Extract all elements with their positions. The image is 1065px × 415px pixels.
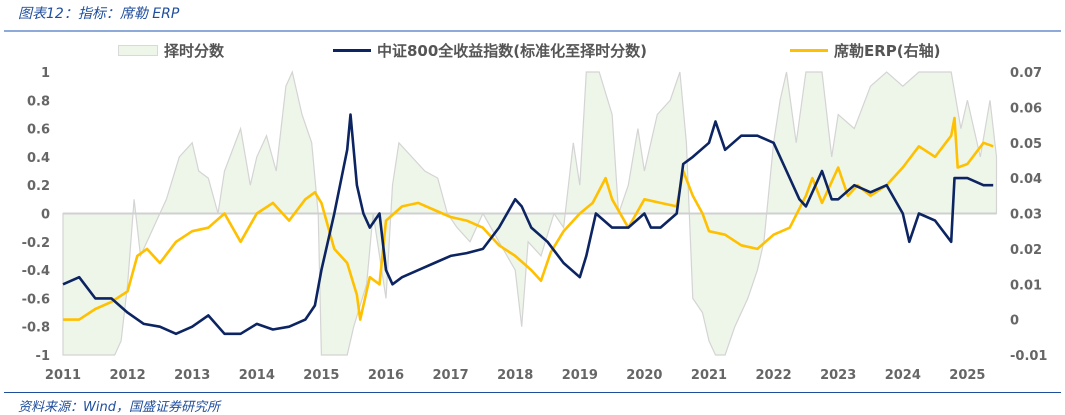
x-tick-label: 2017 xyxy=(433,368,469,383)
legend-label-score: 择时分数 xyxy=(164,42,225,60)
legend-item-score: 择时分数 xyxy=(118,40,224,61)
x-tick-label: 2020 xyxy=(626,368,662,383)
x-tick-label: 2021 xyxy=(691,368,727,383)
y-right-tick-label: -0.01 xyxy=(1010,349,1047,364)
x-tick-label: 2022 xyxy=(756,368,792,383)
legend-label-index: 中证800全收益指数(标准化至择时分数) xyxy=(377,42,648,60)
y-right-tick-label: 0 xyxy=(1010,314,1019,329)
series-index-line xyxy=(62,113,994,336)
y-right-tick-label: 0.05 xyxy=(1010,137,1042,152)
y-right-tick-label: 0.07 xyxy=(1010,66,1042,81)
y-left-tick-label: 1 xyxy=(41,66,50,81)
y-left-tick-label: 0.4 xyxy=(27,151,50,166)
bottom-divider xyxy=(4,392,1061,393)
legend-swatch-score xyxy=(118,45,158,56)
y-left-tick-label: 0.6 xyxy=(27,123,50,138)
y-left-tick-label: -0.6 xyxy=(22,292,50,307)
x-tick-label: 2016 xyxy=(368,368,404,383)
y-right-tick-label: 0.06 xyxy=(1010,101,1042,116)
y-left-tick-label: 0 xyxy=(41,208,50,223)
legend-swatch-erp xyxy=(790,49,828,52)
y-left-tick-label: -0.8 xyxy=(22,321,50,336)
y-left-tick-label: -0.4 xyxy=(22,264,50,279)
x-tick-label: 2019 xyxy=(562,368,598,383)
source-note: 资料来源：Wind，国盛证券研究所 xyxy=(18,400,220,415)
legend-item-erp: 席勒ERP(右轴) xyxy=(790,40,941,61)
x-tick-label: 2011 xyxy=(45,368,81,383)
chart-svg: 1 0.8 0.6 0.4 0.2 0 -0.2 -0.4 -0.6 -0.8 -1 0.07 0.06… xyxy=(22,66,1048,383)
chart-title: 图表12：指标：席勒 ERP xyxy=(18,6,180,22)
y-left-tick-label: -1 xyxy=(36,349,50,364)
y-right-tick-label: 0.02 xyxy=(1010,243,1042,258)
y-right-tick-label: 0.03 xyxy=(1010,208,1042,223)
legend: 择时分数 中证800全收益指数(标准化至择时分数) 席勒ERP(右轴) xyxy=(0,40,1065,62)
x-tick-label: 2023 xyxy=(820,368,856,383)
top-divider xyxy=(4,30,1061,32)
x-tick-label: 2012 xyxy=(110,368,146,383)
y-right-tick-label: 0.01 xyxy=(1010,278,1042,293)
legend-label-erp: 席勒ERP(右轴) xyxy=(834,42,941,60)
y-left-tick-label: 0.2 xyxy=(27,179,50,194)
y-left-tick-label: -0.2 xyxy=(22,236,50,251)
y-right-tick-label: 0.04 xyxy=(1010,172,1042,187)
x-tick-label: 2018 xyxy=(497,368,533,383)
x-tick-label: 2015 xyxy=(303,368,339,383)
x-tick-label: 2013 xyxy=(174,368,210,383)
y-left-tick-label: 0.8 xyxy=(27,94,50,109)
legend-item-index: 中证800全收益指数(标准化至择时分数) xyxy=(333,40,647,61)
x-tick-label: 2025 xyxy=(949,368,985,383)
x-tick-label: 2024 xyxy=(885,368,921,383)
x-tick-label: 2014 xyxy=(239,368,275,383)
legend-swatch-index xyxy=(333,49,371,52)
series-erp-line xyxy=(63,116,994,321)
